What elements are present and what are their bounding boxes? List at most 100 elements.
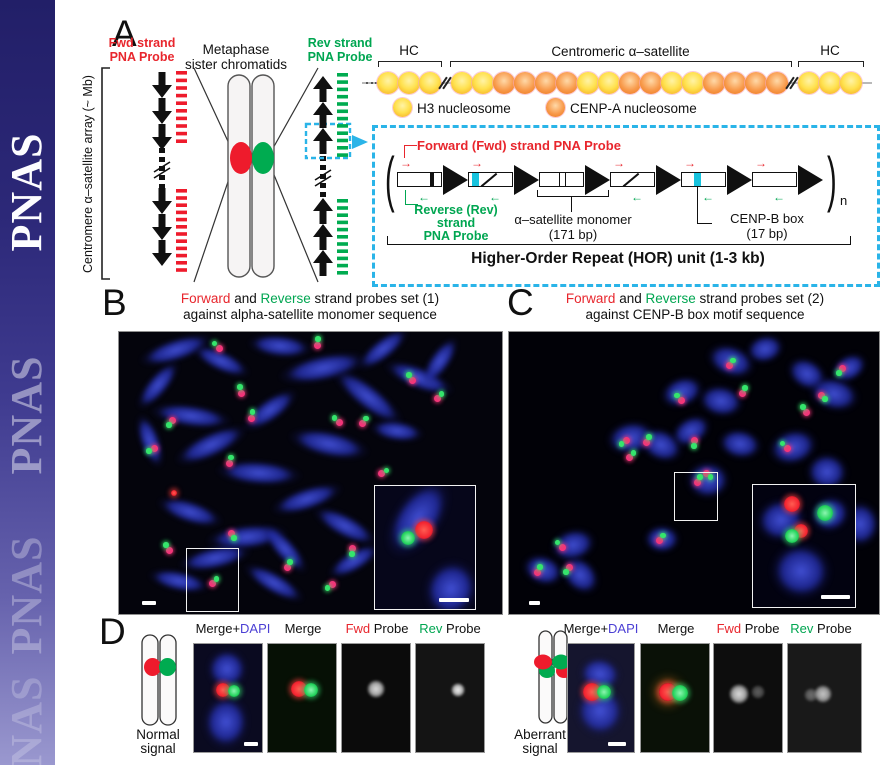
aberrant-signal-caption: Aberrant signal — [514, 727, 566, 756]
fwd-signal-dot — [313, 341, 321, 349]
rev-signal-dot — [800, 404, 806, 410]
rev-signal-dot — [742, 385, 748, 391]
rev-primer-icon: ← — [631, 190, 643, 204]
centromere-array-axis-label: Centromere α–satellite array (~ Mb) — [81, 75, 95, 273]
probe-signal-gray-dot — [729, 684, 749, 704]
hc-left-bracket — [378, 61, 442, 67]
col-label-rev-probe: Rev Probe — [782, 621, 860, 636]
micrograph-panel — [787, 643, 862, 753]
monomer-arrowhead — [585, 165, 610, 195]
zoom-region-box — [186, 548, 239, 612]
fwd-signal-dot — [533, 568, 541, 576]
cenpa-nucleosome — [766, 72, 788, 94]
scale-bar — [439, 598, 469, 602]
micrograph-panel — [193, 643, 263, 753]
pnas-logo-watermark: PNAS — [2, 535, 51, 655]
hor-zoom-source-box — [304, 122, 352, 160]
scale-bar — [142, 601, 156, 605]
rev-primer-icon: ← — [489, 190, 501, 204]
text-part: Fwd — [345, 621, 371, 636]
text-part: Reverse — [645, 291, 696, 306]
cenpa-legend-label: CENP-A nucleosome — [570, 101, 697, 116]
text-part: strand probes set (1) — [310, 291, 440, 306]
fwd-signal-dot — [358, 419, 366, 427]
fwd-signal-dot — [408, 376, 416, 384]
monomer-size-label: α–satellite monomer (171 bp) — [514, 212, 632, 242]
fwd-primer-icon: → — [613, 156, 625, 170]
cenpb-box-site — [472, 173, 479, 186]
fwd-signal-dot — [817, 391, 825, 399]
rev-signal-dot — [228, 685, 240, 697]
rev-signal-dot — [438, 391, 445, 397]
micrograph-panel — [341, 643, 411, 753]
zoom-inset-panel — [752, 484, 856, 608]
fwd-signal-dot — [583, 683, 601, 701]
fish-micrograph-b — [118, 331, 503, 615]
fwd-signal-dot — [208, 579, 216, 587]
text-part: Probe — [370, 621, 409, 636]
scale-bar — [244, 742, 258, 746]
fwd-primer-icon: → — [400, 156, 412, 170]
fwd-signal-dot — [227, 529, 235, 537]
chromosome-blob — [753, 492, 811, 548]
h3-nucleosome — [798, 72, 820, 94]
h3-legend-label: H3 nucleosome — [417, 101, 511, 116]
fwd-primer-icon: → — [755, 156, 767, 170]
monomer-unit — [539, 158, 610, 202]
text-part: Forward — [565, 291, 616, 306]
rev-signal-dot — [660, 532, 666, 539]
fwd-signal-dot — [215, 344, 223, 352]
h3-nucleosome — [682, 72, 704, 94]
rev-signal-dot — [618, 441, 625, 447]
hc-right-bracket — [798, 61, 864, 67]
fwd-signal-dot — [216, 683, 230, 697]
h3-nucleosome — [819, 72, 841, 94]
pnas-logo-watermark: PNAS — [2, 355, 51, 475]
cenpa-nucleosome — [745, 72, 767, 94]
fwd-signal-dot — [738, 389, 746, 397]
chromosome-blob — [285, 421, 373, 467]
fwd-signal-dot — [702, 469, 710, 477]
rev-signal-dot — [672, 685, 688, 701]
rev-signal-dot — [166, 422, 172, 428]
rev-signal-dot — [630, 450, 637, 456]
col-label-merge-dapi: Merge+DAPI — [559, 621, 643, 636]
monomer-unit: → ← — [610, 156, 681, 204]
fwd-signal-dot — [693, 478, 701, 486]
zoom-inset-panel — [374, 485, 476, 610]
rev-signal-dot — [406, 372, 412, 378]
rev-signal-dot — [363, 415, 369, 422]
rev-signal-dot — [537, 564, 543, 570]
panel-a-label: A — [112, 13, 137, 54]
rev-signal-dot — [779, 440, 786, 447]
fwd-primer-icon: → — [471, 156, 483, 170]
normal-signal-diagram — [141, 634, 177, 726]
panel-b-label: B — [102, 282, 127, 323]
centromeric-bracket — [450, 61, 792, 67]
fwd-signal-dot — [171, 490, 177, 496]
monomer-box — [681, 172, 726, 187]
cenpa-nucleosome — [556, 72, 578, 94]
monomer-slash — [480, 173, 498, 186]
rev-signal-dot — [287, 559, 293, 565]
text-part: strand probes set (2) — [695, 291, 825, 306]
hor-unit-bracket — [387, 236, 851, 245]
cenpa-nucleosome — [514, 72, 536, 94]
fwd-signal-dot — [625, 453, 633, 461]
monomer-arrowhead — [443, 165, 468, 195]
fwd-signal-dot — [622, 436, 630, 444]
rev-signal-dot — [146, 448, 152, 454]
fiber-break-icon — [785, 72, 799, 94]
fwd-signal-dot — [725, 361, 733, 369]
fwd-signal-dot — [283, 563, 291, 571]
monomer-arrowhead — [514, 165, 539, 195]
chromosome-blob — [367, 416, 427, 446]
rev-signal-dot — [836, 370, 842, 376]
fwd-signal-dot — [784, 496, 800, 512]
rev-signal-dot — [163, 542, 169, 548]
fwd-signal-dot — [783, 444, 791, 452]
cenpa-nucleosome — [493, 72, 515, 94]
monomer-arrowhead — [656, 165, 681, 195]
rev-signal-dot — [331, 415, 338, 421]
fwd-signal-dot — [335, 418, 343, 426]
